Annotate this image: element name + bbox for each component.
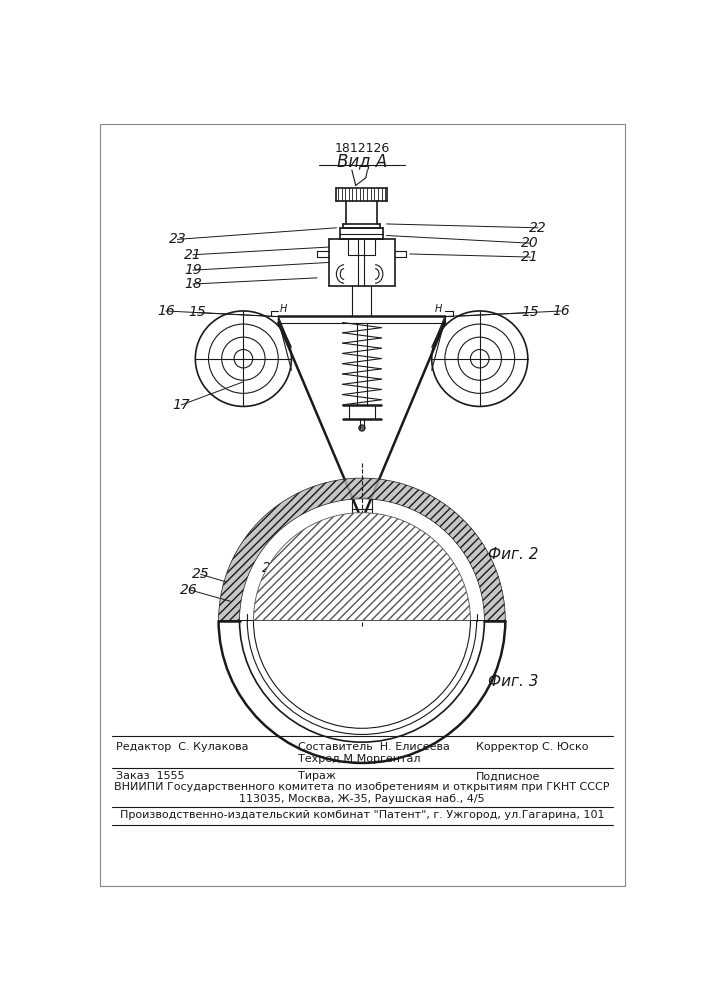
Text: Составитель  Н. Елисеева: Составитель Н. Елисеева bbox=[298, 742, 450, 752]
Polygon shape bbox=[253, 513, 470, 620]
Text: 23: 23 bbox=[169, 232, 187, 246]
Text: 21: 21 bbox=[184, 248, 202, 262]
Text: Корректор С. Юско: Корректор С. Юско bbox=[476, 742, 588, 752]
Text: Подписное: Подписное bbox=[476, 771, 540, 781]
Text: Производственно-издательский комбинат "Патент", г. Ужгород, ул.Гагарина, 101: Производственно-издательский комбинат "П… bbox=[119, 810, 604, 820]
Text: 16: 16 bbox=[157, 304, 175, 318]
Text: 17: 17 bbox=[173, 398, 190, 412]
Text: H: H bbox=[280, 304, 287, 314]
Text: 26: 26 bbox=[180, 583, 198, 597]
Text: Редактор  С. Кулакова: Редактор С. Кулакова bbox=[115, 742, 248, 752]
Text: 16: 16 bbox=[552, 304, 570, 318]
Text: H: H bbox=[434, 304, 442, 314]
Text: 18: 18 bbox=[184, 277, 202, 291]
Text: 19: 19 bbox=[184, 263, 202, 277]
Text: 25: 25 bbox=[192, 567, 209, 581]
Circle shape bbox=[359, 425, 365, 431]
Text: 27: 27 bbox=[312, 558, 329, 572]
Text: 21: 21 bbox=[521, 250, 539, 264]
Text: Тираж: Тираж bbox=[298, 771, 336, 781]
Text: Фиг. 3: Фиг. 3 bbox=[488, 674, 538, 689]
Text: Заказ  1555: Заказ 1555 bbox=[115, 771, 184, 781]
Text: 27: 27 bbox=[262, 561, 279, 575]
Text: Вид A: Вид A bbox=[337, 152, 387, 170]
Polygon shape bbox=[218, 478, 506, 620]
Text: ВНИИПИ Государственного комитета по изобретениям и открытиям при ГКНТ СССР: ВНИИПИ Государственного комитета по изоб… bbox=[115, 782, 609, 792]
Text: 15: 15 bbox=[188, 306, 206, 320]
Text: 22: 22 bbox=[529, 221, 547, 235]
Text: Техред М.Моргентал: Техред М.Моргентал bbox=[298, 754, 420, 764]
Text: 113035, Москва, Ж-35, Раушская наб., 4/5: 113035, Москва, Ж-35, Раушская наб., 4/5 bbox=[239, 794, 485, 804]
Text: 1812126: 1812126 bbox=[334, 142, 390, 155]
Text: 20: 20 bbox=[521, 236, 539, 250]
Text: Фиг. 2: Фиг. 2 bbox=[488, 547, 538, 562]
Text: 15: 15 bbox=[521, 306, 539, 320]
